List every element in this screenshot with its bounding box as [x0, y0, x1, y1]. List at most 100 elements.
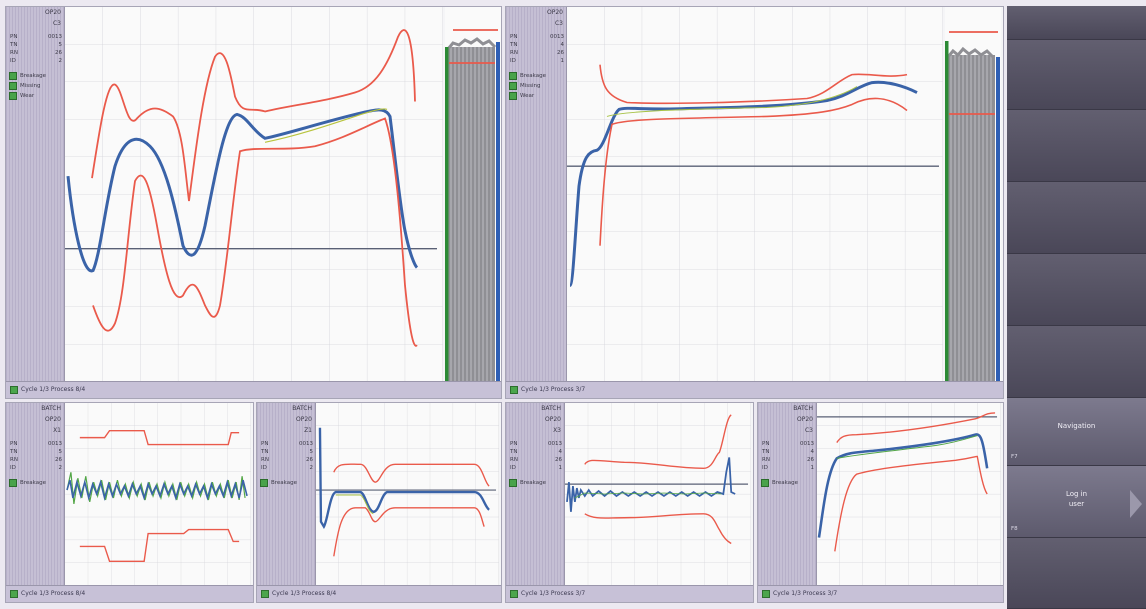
stat-value: 26	[807, 457, 814, 463]
signal-plot[interactable]	[567, 7, 943, 382]
grid	[65, 403, 251, 586]
legend-item-missing[interactable]: Missing	[9, 81, 64, 91]
caption-text: Cycle 1/3 Process 3/7	[521, 590, 586, 597]
trend-line	[335, 494, 374, 515]
legend-label: Wear	[520, 93, 535, 99]
stats-block: PN 0013 TN 4 RN 26 ID 1	[506, 29, 566, 65]
channel-label: X3	[553, 427, 561, 434]
softkey-1[interactable]	[1007, 6, 1146, 40]
checkbox-icon	[509, 92, 517, 100]
stat-value: 1	[560, 58, 565, 64]
gauge-top	[946, 46, 995, 59]
checkbox-icon	[509, 82, 517, 90]
softkey-2[interactable]	[1007, 40, 1146, 110]
legend-item-wear[interactable]: Wear	[509, 91, 566, 101]
gauge-blue-bar	[496, 42, 500, 384]
legend-item-breakage[interactable]: Breakage	[9, 478, 64, 488]
upper-limit-line	[599, 64, 908, 105]
stats-block: PN 0013 TN 5 RN 26 ID 2	[6, 436, 64, 472]
stats-block: PN 0013 TN 4 RN 26 ID 1	[506, 436, 564, 472]
channel-label: C3	[804, 427, 813, 434]
stat-value: 1	[558, 465, 563, 471]
login-label-line2: user	[1068, 500, 1085, 508]
stat-key: PN	[10, 441, 18, 447]
stat-value: 4	[810, 449, 815, 455]
legend-item-breakage[interactable]: Breakage	[509, 478, 564, 488]
operation-label: OP20	[547, 9, 563, 16]
stat-value: 0013	[299, 441, 313, 447]
upper-limit-line	[584, 414, 732, 469]
info-column: OP20 C3 PN 0013 TN 4 RN 26 ID 1 Breakage Mis…	[506, 7, 567, 382]
checkbox-icon	[761, 479, 769, 487]
batch-label: BATCH	[292, 405, 312, 412]
lower-limit-line	[834, 455, 988, 552]
batch-label: BATCH	[541, 405, 561, 412]
grid	[65, 7, 443, 382]
signal-plot[interactable]	[817, 403, 1001, 586]
gauge-texture	[450, 47, 492, 384]
stat-key: PN	[510, 34, 518, 40]
legend-item-wear[interactable]: Wear	[9, 91, 64, 101]
stat-value: 2	[309, 465, 314, 471]
stat-key: RN	[10, 50, 18, 56]
lower-limit-line	[79, 528, 240, 562]
monitor-legend: Breakage	[257, 472, 315, 488]
channel-label: Z1	[304, 427, 312, 434]
legend-label: Missing	[20, 83, 41, 89]
stat-key: RN	[10, 457, 18, 463]
signal-plot[interactable]	[316, 403, 499, 586]
channel-label: C3	[554, 20, 563, 27]
softkey-9[interactable]	[1007, 538, 1146, 609]
info-column: OP20 C3 PN 0013 TN 5 RN 26 ID 2 Breakage Mis…	[6, 7, 65, 382]
legend-item-breakage[interactable]: Breakage	[9, 71, 64, 81]
stat-value: 4	[558, 449, 563, 455]
signal-line	[318, 427, 490, 530]
panel-bottom-1: BATCH OP20 X1 PN 0013 TN 5 RN 26 ID 2 Breaka…	[5, 402, 254, 603]
softkey-6[interactable]	[1007, 326, 1146, 398]
softkey-3[interactable]	[1007, 110, 1146, 182]
channel-label: X1	[53, 427, 61, 434]
status-icon	[510, 386, 518, 394]
softkey-4[interactable]	[1007, 182, 1146, 254]
stat-key: PN	[762, 441, 770, 447]
checkbox-icon	[9, 72, 17, 80]
signal-plot[interactable]	[65, 7, 443, 382]
trend-line	[836, 435, 978, 459]
signal-chart	[567, 7, 943, 382]
stat-value: 1	[810, 465, 815, 471]
arrow-right-icon	[1130, 490, 1142, 518]
signal-chart	[565, 403, 751, 586]
legend-item-breakage[interactable]: Breakage	[509, 71, 566, 81]
checkbox-icon	[9, 92, 17, 100]
stat-value: 5	[58, 449, 63, 455]
operation-label: OP20	[797, 416, 813, 423]
stats-block: PN 0013 TN 4 RN 26 ID 1	[758, 436, 816, 472]
softkey-5[interactable]	[1007, 254, 1146, 326]
info-column: BATCH OP20 C3 PN 0013 TN 4 RN 26 ID 1 Breaka…	[758, 403, 817, 586]
stat-key: ID	[10, 465, 16, 471]
batch-label: BATCH	[793, 405, 813, 412]
login-label-line1: Log in	[1065, 490, 1088, 498]
info-column: BATCH OP20 Z1 PN 0013 TN 5 RN 26 ID 2 Breaka…	[257, 403, 316, 586]
legend-item-breakage[interactable]: Breakage	[260, 478, 315, 488]
panel-bottom-4: BATCH OP20 C3 PN 0013 TN 4 RN 26 ID 1 Breaka…	[757, 402, 1004, 603]
stat-value: 0013	[48, 34, 62, 40]
stat-key: ID	[10, 58, 16, 64]
stat-value: 4	[560, 42, 565, 48]
info-column: BATCH OP20 X3 PN 0013 TN 4 RN 26 ID 1 Breaka…	[506, 403, 565, 586]
signal-chart	[65, 403, 251, 586]
signal-plot[interactable]	[65, 403, 251, 586]
navigation-button[interactable]: Navigation F7	[1007, 398, 1146, 466]
signal-plot[interactable]	[565, 403, 751, 586]
trend-line	[606, 86, 858, 117]
signal-line	[66, 108, 419, 273]
legend-label: Breakage	[772, 480, 799, 486]
panel-top-right: OP20 C3 PN 0013 TN 4 RN 26 ID 1 Breakage Mis…	[505, 6, 1004, 399]
checkbox-icon	[9, 479, 17, 487]
legend-item-breakage[interactable]: Breakage	[761, 478, 816, 488]
legend-item-missing[interactable]: Missing	[509, 81, 566, 91]
legend-label: Missing	[520, 83, 541, 89]
checkbox-icon	[260, 479, 268, 487]
login-user-button[interactable]: Log in user F8	[1007, 466, 1146, 538]
stat-key: TN	[762, 449, 770, 455]
